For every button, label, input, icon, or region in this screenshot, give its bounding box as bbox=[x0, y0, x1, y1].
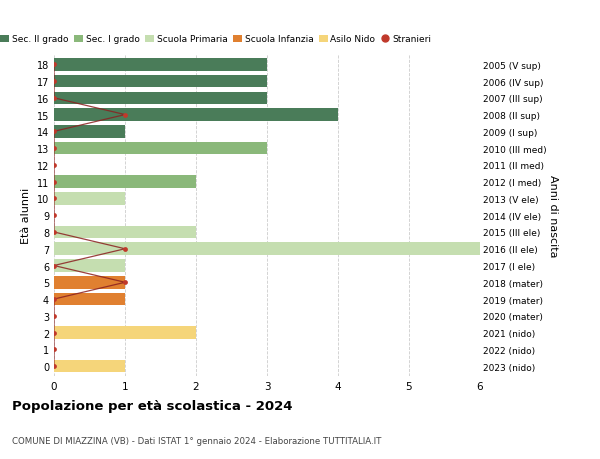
Text: Popolazione per età scolastica - 2024: Popolazione per età scolastica - 2024 bbox=[12, 399, 293, 412]
Point bbox=[49, 78, 59, 85]
Bar bbox=[54, 109, 338, 122]
Bar bbox=[54, 226, 196, 239]
Text: COMUNE DI MIAZZINA (VB) - Dati ISTAT 1° gennaio 2024 - Elaborazione TUTTITALIA.I: COMUNE DI MIAZZINA (VB) - Dati ISTAT 1° … bbox=[12, 436, 382, 445]
Legend: Sec. II grado, Sec. I grado, Scuola Primaria, Scuola Infanzia, Asilo Nido, Stran: Sec. II grado, Sec. I grado, Scuola Prim… bbox=[0, 35, 431, 44]
Point bbox=[120, 246, 130, 253]
Point bbox=[49, 62, 59, 69]
Bar bbox=[54, 193, 125, 205]
Point bbox=[49, 179, 59, 186]
Bar bbox=[54, 142, 267, 155]
Bar bbox=[54, 176, 196, 189]
Point bbox=[49, 95, 59, 102]
Point bbox=[49, 346, 59, 353]
Point bbox=[120, 279, 130, 286]
Bar bbox=[54, 92, 267, 105]
Point bbox=[49, 363, 59, 370]
Bar bbox=[54, 243, 480, 256]
Point bbox=[49, 129, 59, 136]
Y-axis label: Anni di nascita: Anni di nascita bbox=[548, 174, 557, 257]
Point bbox=[49, 162, 59, 169]
Bar bbox=[54, 293, 125, 306]
Point bbox=[49, 313, 59, 320]
Point bbox=[49, 212, 59, 219]
Bar bbox=[54, 59, 267, 72]
Point bbox=[49, 262, 59, 269]
Bar bbox=[54, 360, 125, 373]
Point bbox=[49, 145, 59, 152]
Point bbox=[49, 229, 59, 236]
Bar bbox=[54, 327, 196, 339]
Point bbox=[49, 329, 59, 336]
Bar bbox=[54, 260, 125, 272]
Point bbox=[120, 112, 130, 119]
Y-axis label: Età alunni: Età alunni bbox=[21, 188, 31, 244]
Point bbox=[49, 296, 59, 303]
Bar bbox=[54, 126, 125, 138]
Point bbox=[49, 196, 59, 203]
Bar bbox=[54, 76, 267, 88]
Bar bbox=[54, 276, 125, 289]
